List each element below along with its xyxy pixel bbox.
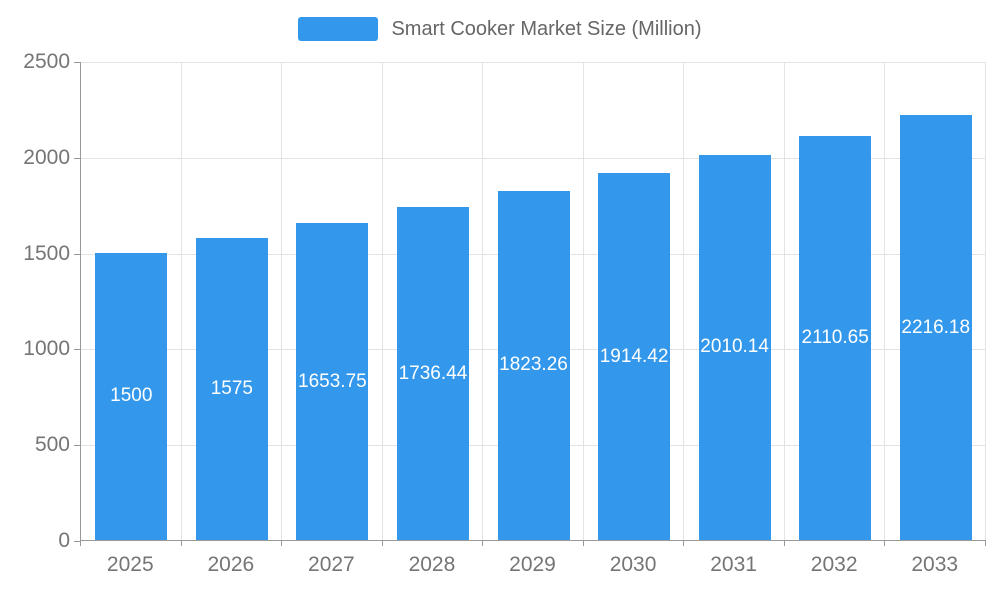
x-axis-tick-mark (884, 540, 886, 546)
bar-2028[interactable] (396, 207, 469, 540)
gridline-vertical (180, 62, 182, 540)
x-tick-label: 2032 (810, 553, 858, 576)
x-axis: 2025 2026 2027 2028 2029 2030 2031 2032 2033 (80, 553, 985, 583)
bar-2030[interactable] (598, 173, 671, 540)
bar-2033[interactable] (899, 115, 972, 540)
bar-value-label: 2010.14 (700, 336, 769, 358)
y-axis-tick-mark (74, 253, 80, 255)
y-axis-tick-mark (74, 541, 80, 542)
x-axis-tick-mark (381, 540, 383, 546)
bar-value-label: 1823.26 (499, 354, 568, 376)
bar-value-label: 1653.75 (298, 370, 367, 392)
y-tick-label: 1000 (23, 337, 70, 361)
bar-2029[interactable] (497, 190, 570, 540)
bar-value-label: 2110.65 (801, 326, 869, 348)
x-tick-label: 2028 (408, 553, 456, 576)
gridline-vertical (281, 62, 283, 540)
gridline-vertical (783, 62, 785, 540)
x-axis-tick-mark (683, 540, 685, 546)
x-axis-tick-mark (281, 540, 283, 546)
y-axis-tick-mark (74, 445, 80, 447)
x-tick-label: 2029 (509, 553, 556, 576)
x-axis-tick-mark (985, 540, 986, 546)
y-tick-label: 500 (34, 433, 70, 457)
x-axis-tick-mark (783, 540, 785, 546)
x-tick-label: 2031 (710, 553, 757, 576)
y-tick-label: 2500 (23, 50, 70, 73)
bar-2027[interactable] (296, 223, 369, 540)
bar-value-label: 1736.44 (398, 362, 468, 384)
x-tick-label: 2027 (308, 553, 355, 576)
y-axis: 0 500 1000 1500 2000 2500 (0, 50, 70, 552)
plot-area: 1500 1575 1653.75 1736.44 1823.26 1914.42 2010… (74, 62, 986, 546)
gridline-horizontal (81, 62, 985, 63)
bar-value-label: 2216.18 (901, 316, 971, 338)
bar-2031[interactable] (698, 154, 771, 540)
legend-label: Smart Cooker Market Size (Million) (391, 17, 702, 40)
bar-2025[interactable] (95, 252, 168, 540)
gridline-horizontal (81, 157, 985, 159)
bar-value-label: 1914.42 (599, 345, 669, 367)
bar-2032[interactable] (799, 135, 872, 540)
x-axis-tick-mark (582, 540, 584, 546)
gridline-vertical (582, 62, 584, 540)
legend[interactable]: Smart Cooker Market Size (Million) (0, 17, 1000, 41)
y-axis-tick-mark (74, 157, 80, 159)
gridline-vertical (884, 62, 886, 540)
bar-2026[interactable] (195, 238, 268, 540)
bar-value-label: 1500 (110, 385, 153, 407)
y-axis-tick-mark (74, 62, 80, 63)
x-tick-label: 2025 (106, 553, 154, 576)
gridline-vertical (482, 62, 484, 540)
x-tick-label: 2030 (609, 553, 657, 576)
y-tick-label: 2000 (23, 145, 70, 169)
y-tick-label: 1500 (23, 241, 70, 265)
y-axis-tick-mark (74, 349, 80, 351)
gridline-vertical (683, 62, 685, 540)
gridline-vertical (985, 62, 986, 540)
bar-value-label: 1575 (210, 378, 253, 400)
x-tick-label: 2026 (207, 553, 255, 576)
x-tick-label: 2033 (911, 553, 959, 576)
legend-swatch (298, 17, 379, 41)
y-tick-label: 0 (58, 529, 70, 552)
x-axis-tick-mark (180, 540, 182, 546)
x-axis-tick-mark (80, 540, 81, 546)
gridline-vertical (381, 62, 383, 540)
x-axis-tick-mark (482, 540, 484, 546)
